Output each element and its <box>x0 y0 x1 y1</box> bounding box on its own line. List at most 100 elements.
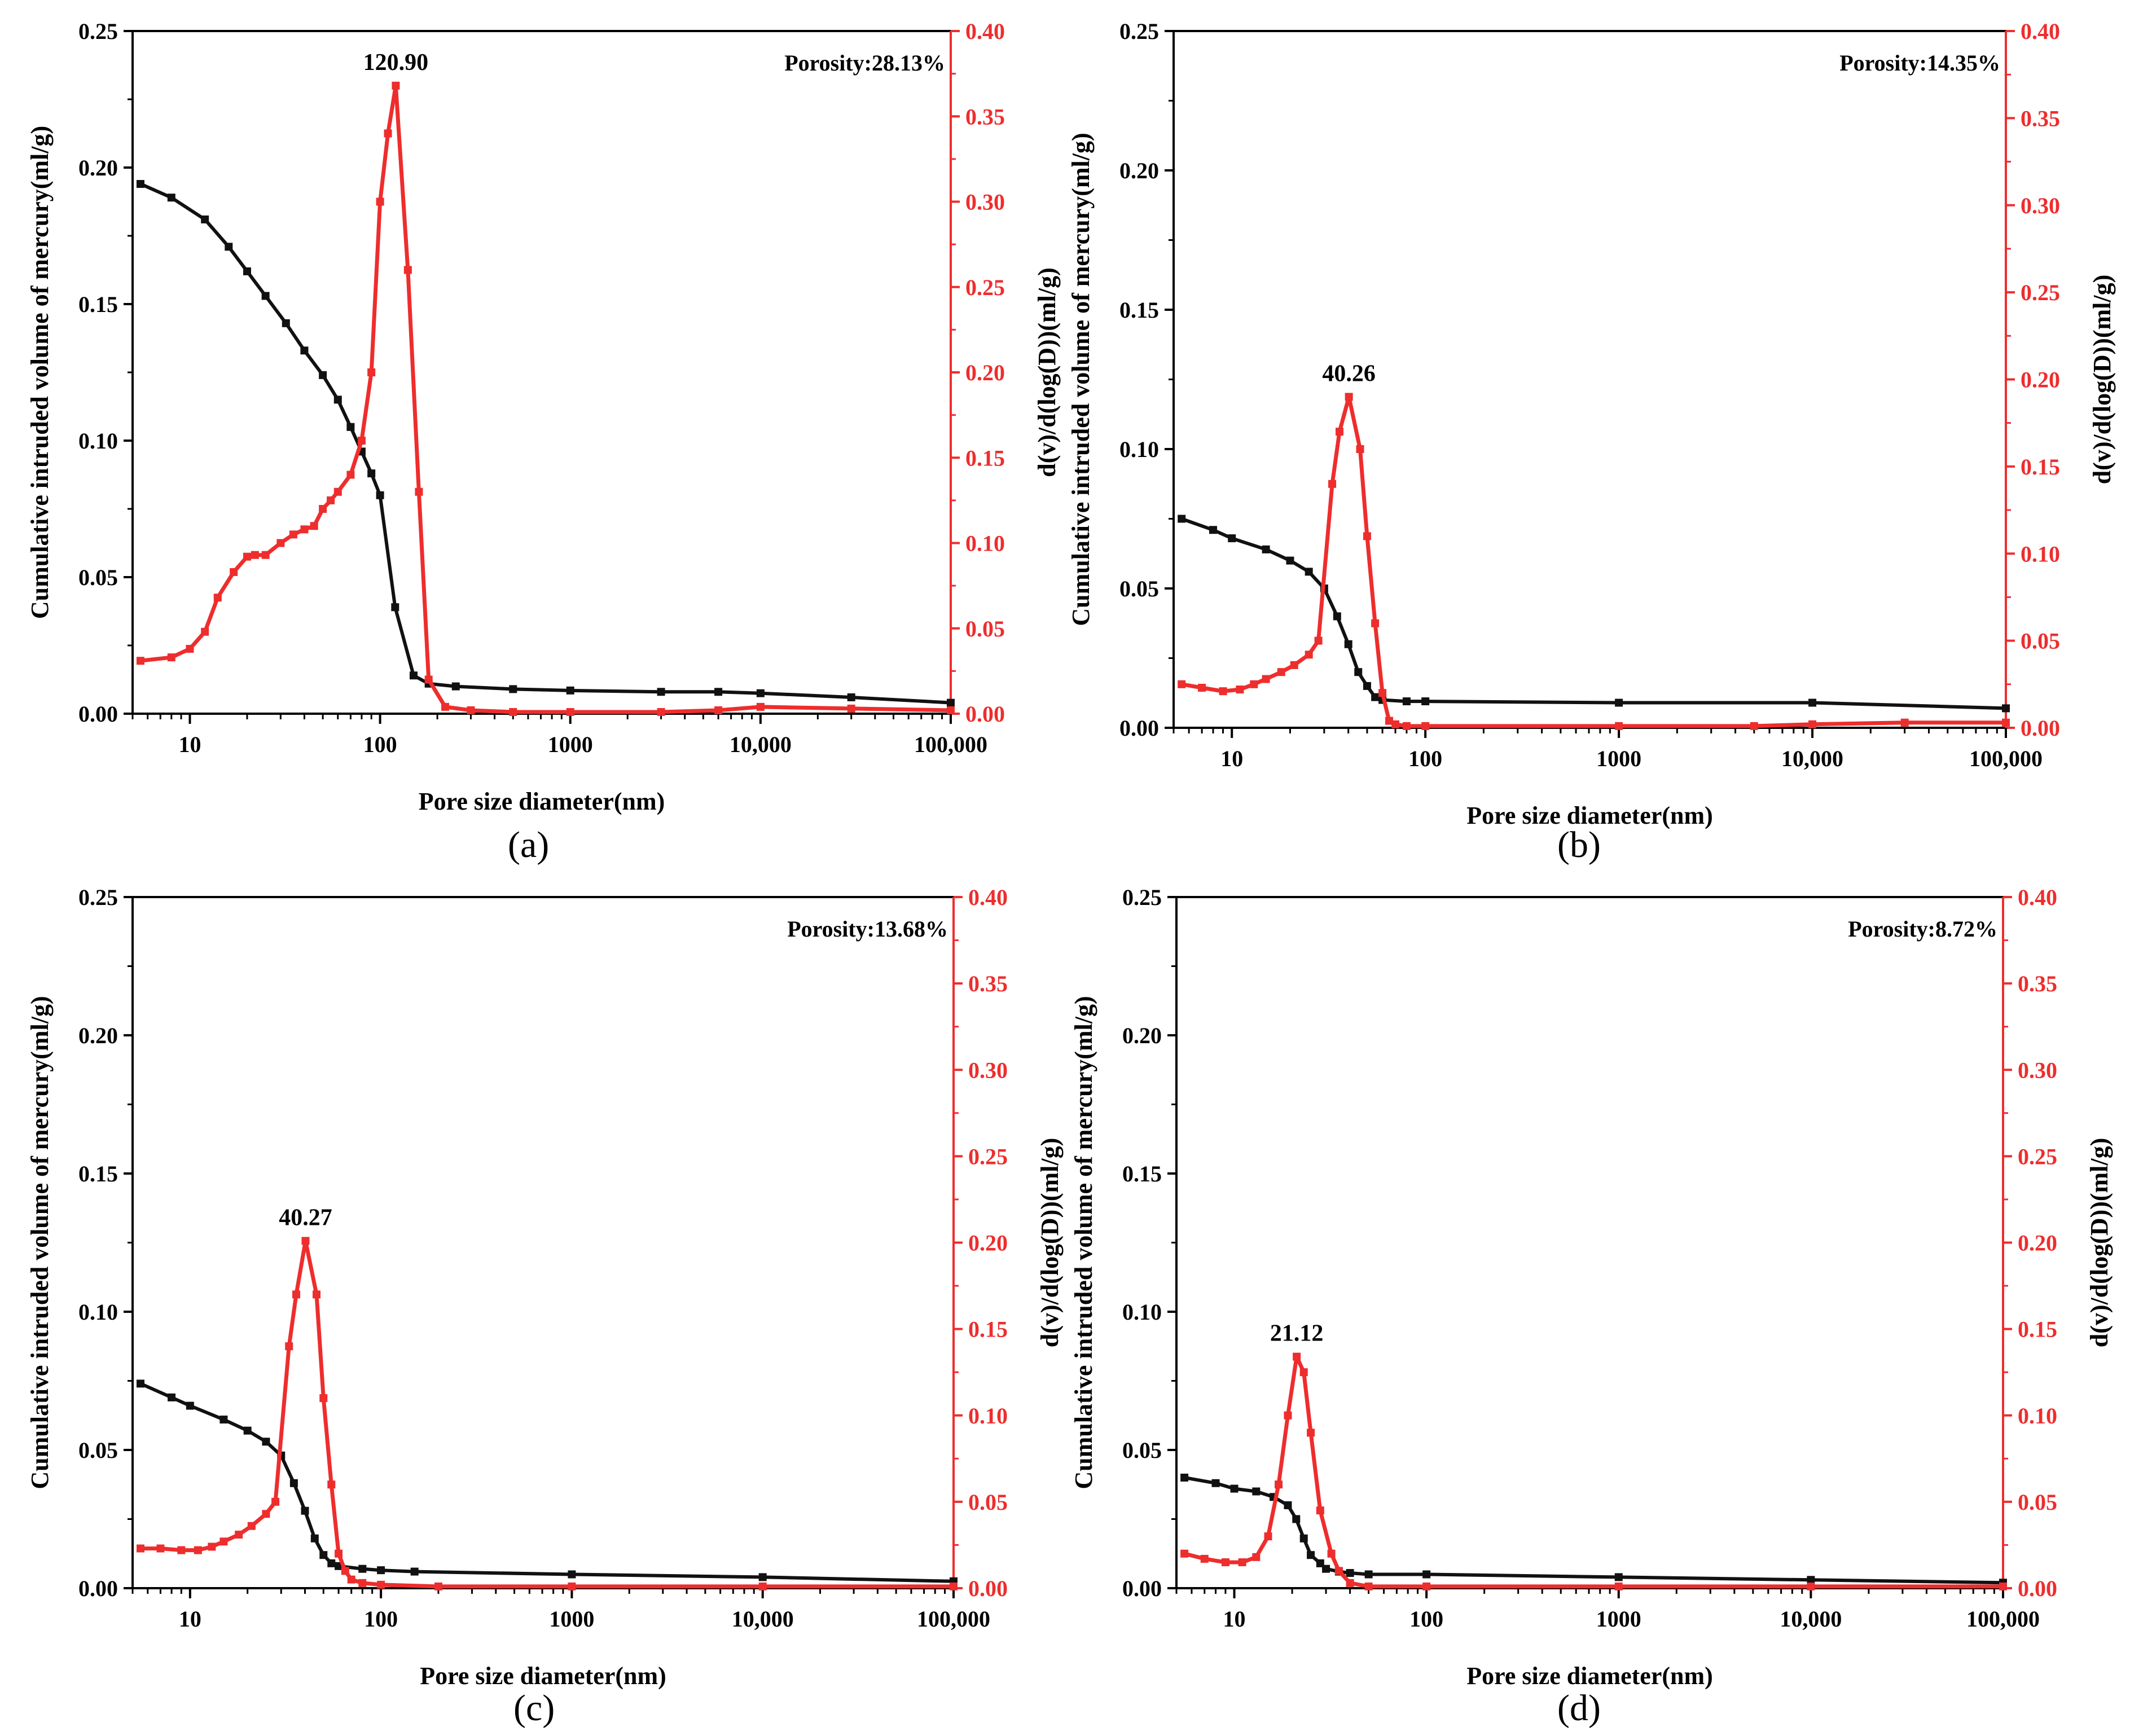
panel-a-cumulative-point <box>391 603 399 612</box>
panel-d-cumulative-point <box>1346 1569 1354 1577</box>
panel-d-x-tick-label: 10,000 <box>1780 1606 1842 1632</box>
panel-c-derivative-point <box>341 1567 349 1575</box>
panel-b-derivative-point <box>1336 428 1344 436</box>
panel-c-cumulative-point <box>568 1570 576 1579</box>
panel-a-cumulative-point <box>451 682 460 691</box>
panel-c-derivative-point <box>271 1497 280 1506</box>
panel-d-y-left-tick-label: 0.25 <box>1122 885 1162 910</box>
panel-a-derivative-point <box>261 551 270 559</box>
panel-b-y-left-tick-label: 0.05 <box>1119 576 1159 601</box>
panel-a-x-tick-label: 1000 <box>548 732 593 757</box>
panel-b-cumulative-point <box>1178 515 1186 523</box>
panel-a-cumulative-point <box>300 346 309 355</box>
panel-b-x-tick-label: 10 <box>1220 746 1243 771</box>
panel-d-derivative-point <box>1299 1368 1308 1377</box>
panel-a-cumulative-point <box>319 371 327 379</box>
panel-b-y-left-tick-label: 0.20 <box>1119 158 1159 183</box>
panel-d-cumulative-point <box>1211 1479 1220 1487</box>
panel-a-cumulative-point <box>657 688 665 696</box>
panel-a-cumulative-point <box>847 693 855 701</box>
panel-c-derivative-point <box>301 1237 310 1245</box>
panel-c-cumulative-point <box>219 1416 228 1424</box>
panel-a-derivative-point <box>136 657 144 665</box>
panel-a-derivative-point <box>276 539 285 547</box>
panel-b-cumulative-point <box>1228 534 1236 543</box>
panel-b-derivative-point <box>1236 685 1244 694</box>
panel-c-derivative-point <box>335 1549 343 1558</box>
panel-a-y-right-tick-label: 0.10 <box>965 531 1005 556</box>
panel-c-x-axis-title: Pore size diameter(nm) <box>420 1662 666 1690</box>
panel-a-derivative-point <box>186 645 194 653</box>
panel-a-cumulative-point <box>947 698 955 707</box>
panel-c-cumulative-point <box>410 1567 419 1576</box>
panel-c-cumulative-point <box>327 1559 336 1567</box>
panel-d-derivative-point <box>1316 1506 1324 1515</box>
panel-b-y-right-tick-label: 0.35 <box>2021 106 2060 131</box>
panel-d-cumulative-point <box>1284 1501 1292 1509</box>
panel-b-derivative-point <box>1328 480 1337 488</box>
panel-c-x-tick-label: 1000 <box>549 1606 594 1632</box>
panel-a-x-tick-label: 100,000 <box>914 732 987 757</box>
panel-a-cumulative-point <box>509 685 517 693</box>
panel-c-cumulative-point <box>243 1426 252 1435</box>
panel-a-y-right-tick-label: 0.40 <box>965 19 1005 44</box>
panel-a-derivative-point <box>201 627 209 636</box>
panel-a-y-right-tick-label: 0.05 <box>965 616 1005 641</box>
panel-a-y-right-tick-label: 0.35 <box>965 104 1005 129</box>
panel-d-cumulative-point <box>1299 1534 1308 1542</box>
panel-a-derivative-point <box>847 704 855 713</box>
panel-b-derivative-point <box>1345 393 1353 401</box>
panel-a-cumulative-point <box>333 395 342 404</box>
panel-d-y-left-tick-label: 0.15 <box>1122 1161 1162 1186</box>
panel-a-derivative-point <box>333 487 342 496</box>
panel-b-y-left-axis-title: Cumulative intruded volume of mercury(ml… <box>1067 133 1095 626</box>
panel-b-derivative-point <box>1290 661 1298 669</box>
panel-c-derivative-point <box>347 1575 355 1584</box>
panel-c-derivative-point <box>247 1522 256 1530</box>
panel-b-derivative-line <box>1181 394 2006 728</box>
panel-a-y-right-axis-title: d(v)/d(log(D))(ml/g) <box>1033 267 1061 477</box>
panel-c-derivative-point <box>950 1582 958 1590</box>
panel-a-cumulative-point <box>243 267 251 275</box>
panel-d-derivative-point <box>1807 1582 1815 1590</box>
panel-b-derivative-point <box>1262 675 1270 683</box>
panel-c-derivative-point <box>568 1582 576 1590</box>
panel-d-y-right-tick-label: 0.15 <box>2018 1317 2057 1342</box>
panel-d-derivative-point <box>1422 1582 1431 1590</box>
panel-c-y-right-tick-label: 0.25 <box>968 1144 1008 1169</box>
panel-b-derivative-point <box>1900 718 1909 727</box>
panel-d-x-axis-title: Pore size diameter(nm) <box>1466 1662 1713 1690</box>
panel-b-cumulative-point <box>1344 640 1352 648</box>
panel-a-y-left-axis-title: Cumulative intruded volume of mercury(ml… <box>26 126 54 619</box>
panel-c-cumulative-point <box>137 1379 145 1388</box>
panel-b-chart: 0.00 0.05 0.10 0.15 0.20 0.25 0.00 0.05 0.10 0.15… <box>1067 19 2116 829</box>
panel-b-derivative-point <box>1615 722 1623 730</box>
panel-d-cumulative-point <box>1230 1484 1239 1493</box>
panel-b-cumulative-point <box>1333 612 1341 621</box>
panel-d-y-right-tick-label: 0.05 <box>2018 1489 2057 1515</box>
panel-c-chart: 0.00 0.05 0.10 0.15 0.20 0.25 0.00 0.05 0.10 0.15… <box>26 885 1064 1690</box>
panel-label-c: (c) <box>513 1687 555 1730</box>
panel-a-derivative-point <box>657 707 665 716</box>
panel-a-cumulative-point <box>167 194 175 202</box>
panel-c-x-tick-label: 100 <box>364 1606 398 1632</box>
panel-d-cumulative-point <box>1180 1474 1189 1482</box>
panel-a-derivative-point <box>213 594 222 602</box>
panel-b-cumulative-point <box>1262 545 1270 553</box>
panel-c-derivative-point <box>758 1582 767 1590</box>
panel-d-derivative-point <box>1614 1582 1623 1590</box>
panel-d-y-left-axis-title: Cumulative intruded volume of mercury(ml… <box>1070 996 1097 1489</box>
panel-a-derivative-point <box>384 129 392 138</box>
panel-c-y-left-axis-title: Cumulative intruded volume of mercury(ml… <box>26 996 54 1489</box>
panel-label-b: (b) <box>1557 824 1601 867</box>
panel-d-y-left-tick-label: 0.10 <box>1122 1299 1162 1325</box>
panel-a-y-left-tick-label: 0.20 <box>78 155 118 181</box>
panel-a-y-left-tick-label: 0.10 <box>78 428 118 454</box>
panel-c-cumulative-line <box>139 1382 954 1583</box>
panel-c-cumulative-point <box>358 1564 367 1573</box>
panel-b-y-right-tick-label: 0.30 <box>2021 193 2060 218</box>
panel-a-cumulative-point <box>714 688 723 696</box>
panel-d-derivative-point <box>1346 1579 1354 1587</box>
panel-c-derivative-point <box>235 1531 243 1539</box>
panel-b-cumulative-line <box>1181 517 2006 710</box>
